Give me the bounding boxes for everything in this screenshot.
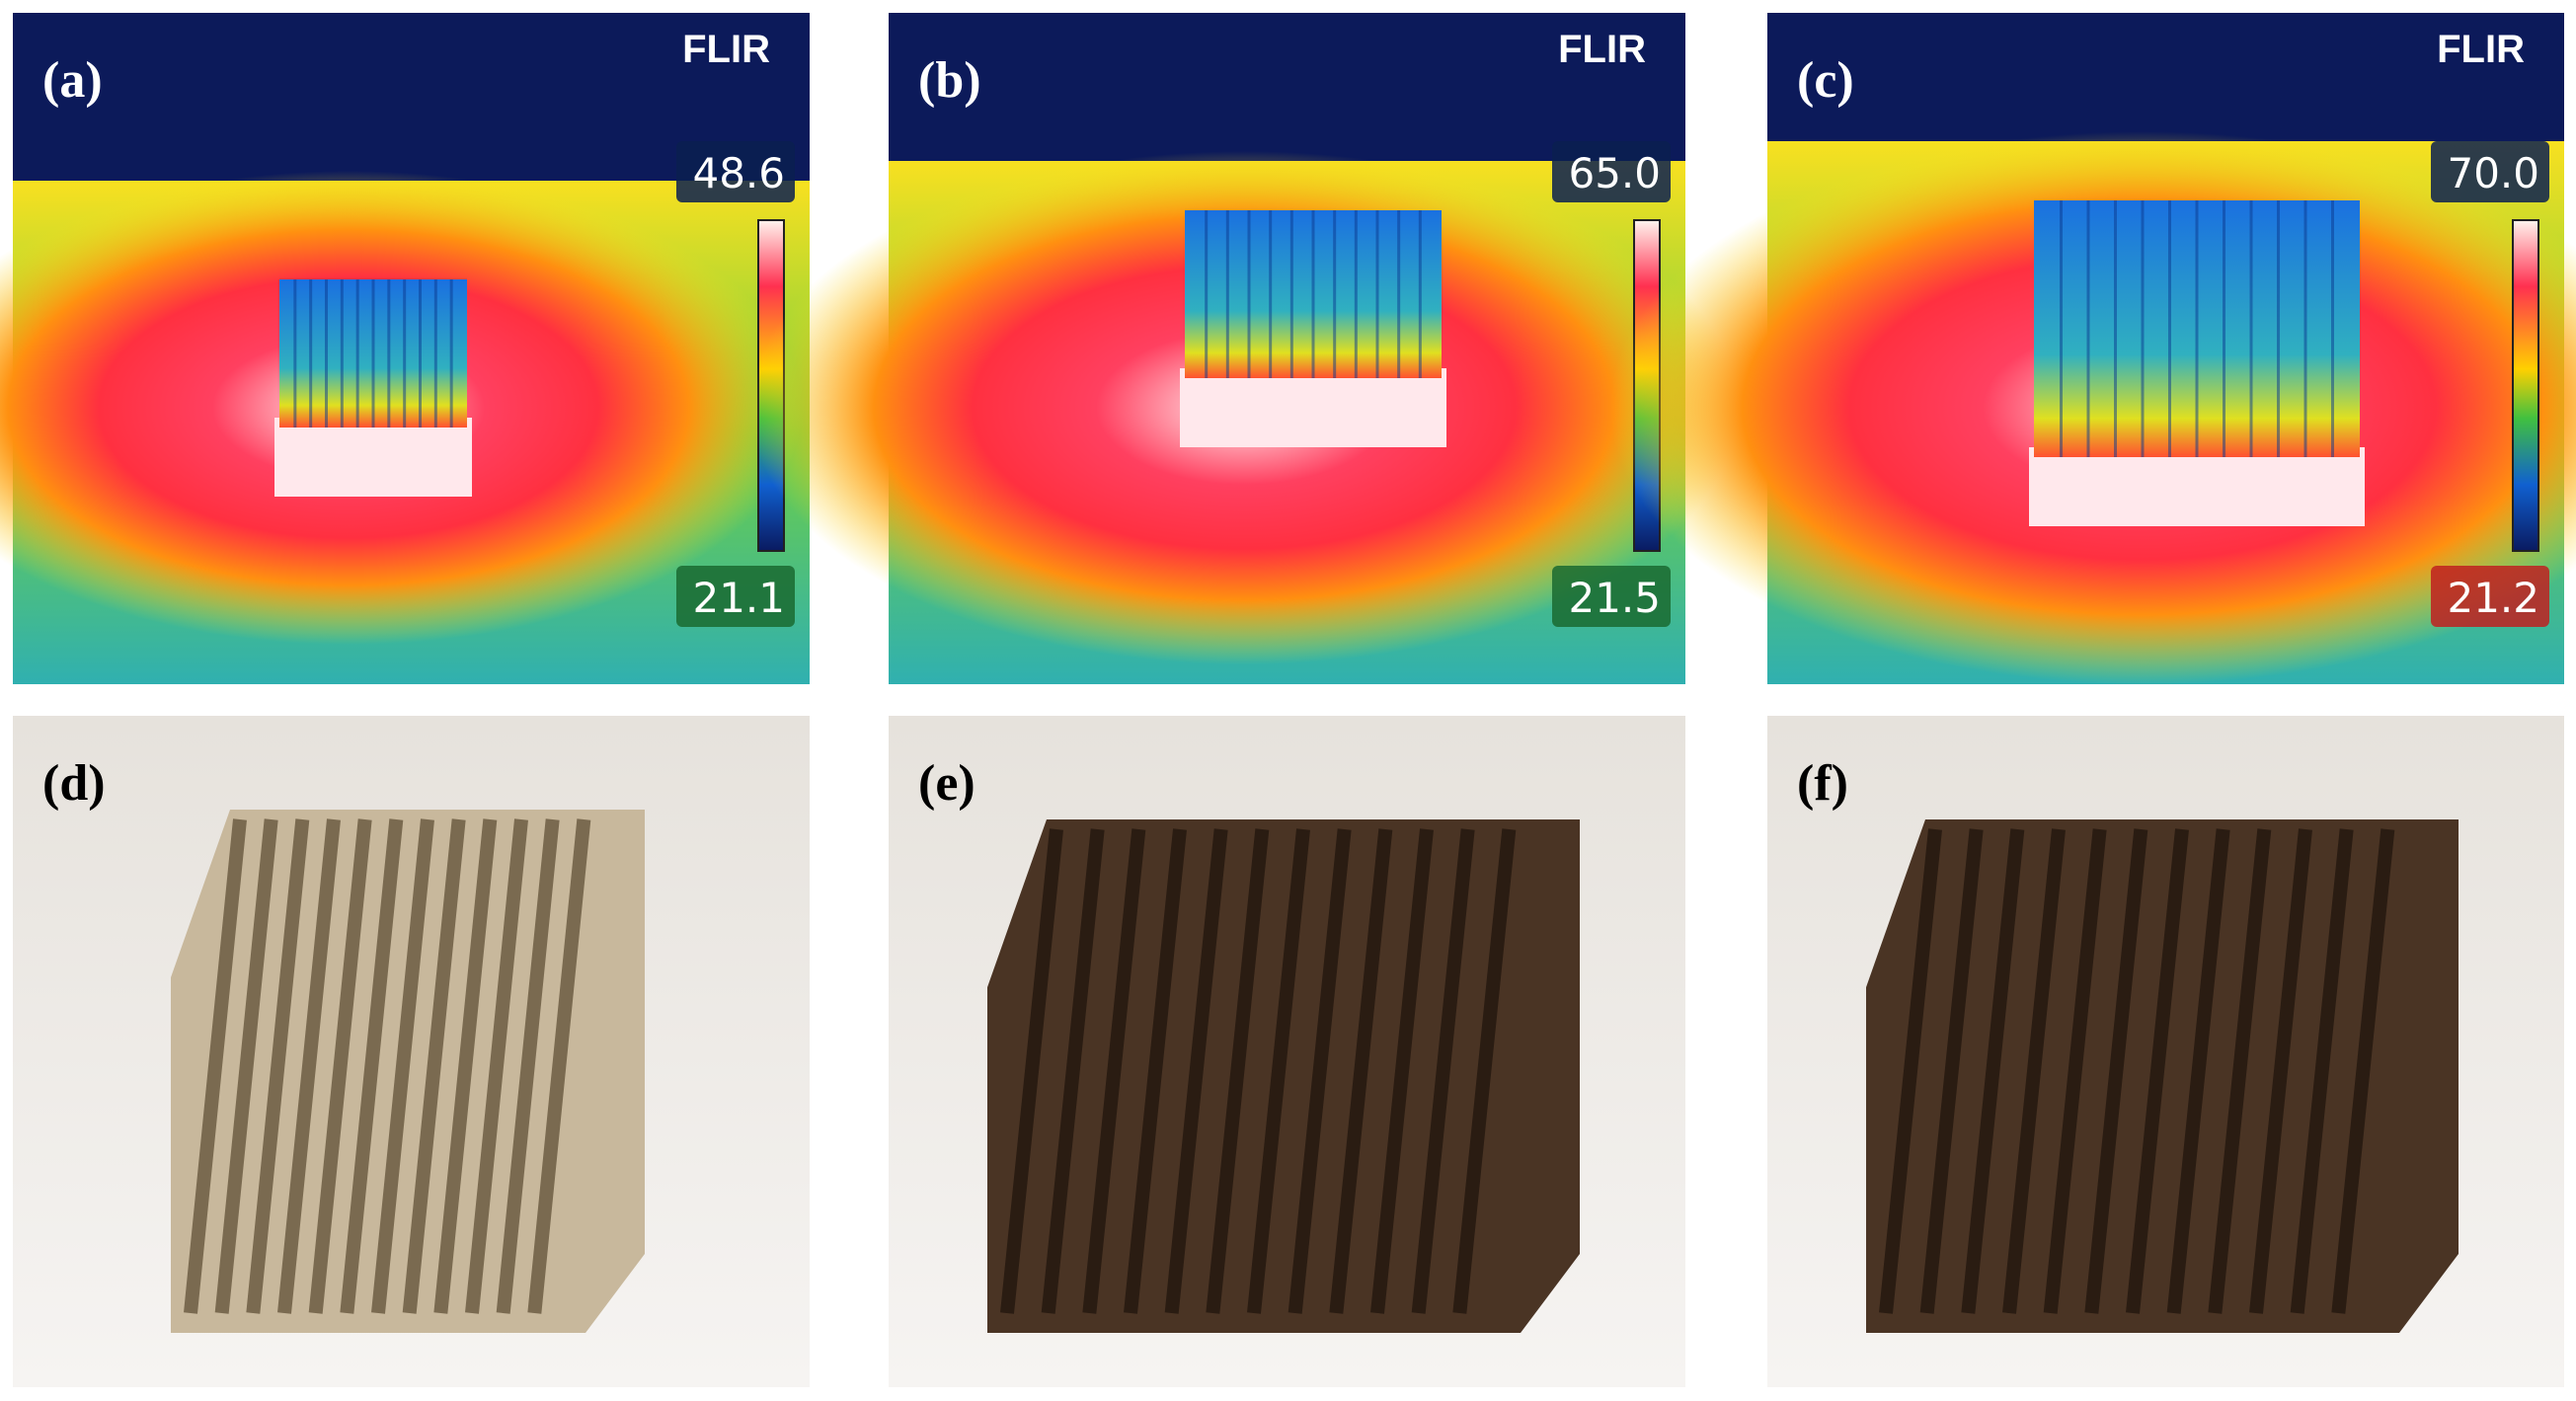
fin: [1288, 828, 1352, 1314]
panel-label: (a): [42, 52, 103, 109]
fin: [1124, 828, 1187, 1314]
heatsink-base: [274, 418, 472, 497]
fin: [2126, 828, 2189, 1314]
brand-logo: FLIR: [2437, 28, 2525, 71]
fin: [1082, 828, 1146, 1314]
fin: [1041, 828, 1105, 1314]
scale-max-box: [2431, 141, 2549, 202]
fin: [184, 818, 247, 1314]
fin: [1206, 828, 1270, 1314]
fin: [246, 818, 310, 1314]
fin: [433, 818, 498, 1314]
heatsink-base: [2029, 447, 2365, 526]
fin: [465, 818, 528, 1314]
brand-logo: FLIR: [1558, 28, 1646, 71]
photo-panel: (f): [1767, 716, 2564, 1387]
fin: [2249, 828, 2312, 1314]
colorbar: [2512, 219, 2539, 552]
fin: [2166, 828, 2230, 1314]
fin: [2002, 828, 2066, 1314]
fin: [2331, 828, 2395, 1314]
fin: [340, 818, 404, 1314]
fin: [308, 818, 372, 1314]
fin: [1452, 828, 1517, 1314]
fin: [1879, 828, 1942, 1314]
panel-label: (b): [918, 52, 981, 109]
scale-max-box: [1552, 141, 1671, 202]
fin: [214, 818, 278, 1314]
scale-max: 48.6: [692, 149, 785, 197]
scale-min-box: [676, 566, 795, 627]
fin: [1411, 828, 1475, 1314]
fin: [496, 818, 560, 1314]
fin: [1370, 828, 1434, 1314]
photo-panel: (d): [13, 716, 810, 1387]
scale-max: 70.0: [2447, 149, 2539, 197]
scale-min: 21.1: [692, 574, 785, 622]
fin: [371, 818, 434, 1314]
scale-max: 65.0: [1568, 149, 1661, 197]
thermal-panel: (c) FLIR 70.0 21.2: [1609, 13, 2576, 684]
thermal-panel: (b) FLIR 65.0 21.5: [750, 13, 1738, 684]
fin: [2290, 828, 2354, 1314]
fin: [1164, 828, 1228, 1314]
scale-min-box: [1552, 566, 1671, 627]
fin: [1247, 828, 1310, 1314]
panel-label: (c): [1797, 52, 1854, 109]
heatsink-base: [1180, 368, 1446, 447]
panel-label: (f): [1797, 755, 1848, 812]
photo-panel: (e): [889, 716, 1685, 1387]
fin: [277, 818, 341, 1314]
fin: [1329, 828, 1393, 1314]
scale-min: 21.2: [2447, 574, 2539, 622]
fin: [402, 818, 466, 1314]
fin: [527, 818, 591, 1314]
thermal-panel: (a) FLIR 48.6 21.1: [0, 13, 810, 684]
scale-min-box: [2431, 566, 2549, 627]
scale-min: 21.5: [1568, 574, 1661, 622]
brand-logo: FLIR: [682, 28, 770, 71]
panel-label: (d): [42, 755, 106, 812]
fin: [1919, 828, 1984, 1314]
fin: [2043, 828, 2107, 1314]
panel-label: (e): [918, 755, 976, 812]
scale-max-box: [676, 141, 795, 202]
fin: [1000, 828, 1063, 1314]
fin: [1961, 828, 2025, 1314]
fin: [2208, 828, 2272, 1314]
fin: [2084, 828, 2148, 1314]
